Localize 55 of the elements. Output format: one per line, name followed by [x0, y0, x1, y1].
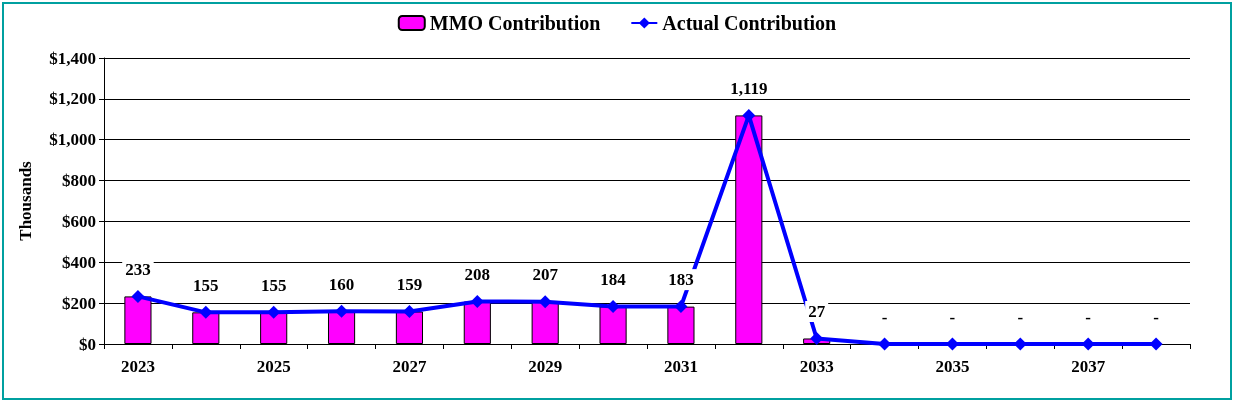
y-tick-label: $800 [62, 171, 96, 191]
data-label: 207 [532, 265, 559, 285]
point [199, 305, 213, 319]
x-tick-label: 2025 [256, 357, 291, 376]
y-tick-label: $0 [79, 334, 96, 354]
y-tick-label: $1,400 [49, 48, 96, 68]
y-tick-label: $600 [62, 211, 96, 231]
x-tick-label: 2029 [528, 357, 563, 376]
point [335, 304, 349, 318]
x-tick-label: 2033 [799, 357, 834, 376]
y-tick-label: $200 [62, 293, 96, 313]
bar [192, 312, 220, 344]
data-label: 155 [260, 275, 287, 295]
legend-label: MMO Contribution [429, 12, 601, 34]
y-tick-label: $1,200 [49, 89, 96, 109]
data-label: 184 [600, 269, 627, 289]
bar [531, 301, 559, 344]
data-label: 1,119 [730, 78, 768, 98]
point [606, 299, 620, 313]
point [402, 305, 416, 319]
y-tick-label: $1,000 [49, 130, 96, 150]
data-label: 208 [464, 265, 491, 285]
point [470, 295, 484, 309]
point [810, 331, 824, 345]
x-tick-label: 2023 [120, 357, 155, 376]
bar [327, 311, 356, 344]
y-tick-label: $400 [62, 252, 96, 272]
bar [395, 311, 424, 344]
data-label: 159 [396, 275, 423, 295]
bar [667, 306, 695, 344]
point [131, 289, 145, 303]
point [538, 295, 552, 309]
data-label: - [1017, 307, 1024, 327]
bar [260, 312, 288, 344]
data-label: 155 [193, 275, 219, 295]
y-axis-title: Thousands [16, 160, 35, 241]
data-label: 233 [125, 259, 151, 279]
x-tick-label: 2037 [1071, 357, 1106, 376]
point [674, 300, 688, 314]
bar [463, 301, 491, 344]
data-label: 183 [668, 270, 694, 290]
point [267, 305, 281, 319]
data-label: 27 [808, 301, 826, 321]
point [1081, 337, 1095, 351]
data-label: - [1153, 307, 1160, 327]
x-tick-label: 2031 [663, 357, 698, 376]
data-label: - [1085, 307, 1092, 327]
legend-label: Actual Contribution [662, 12, 837, 34]
bar [599, 306, 627, 344]
point [1149, 337, 1163, 351]
data-label: - [949, 307, 956, 327]
x-tick-label: 2027 [392, 357, 427, 376]
x-tick-label: 2035 [935, 357, 970, 376]
data-label: - [881, 307, 888, 327]
data-label: 160 [328, 274, 355, 294]
